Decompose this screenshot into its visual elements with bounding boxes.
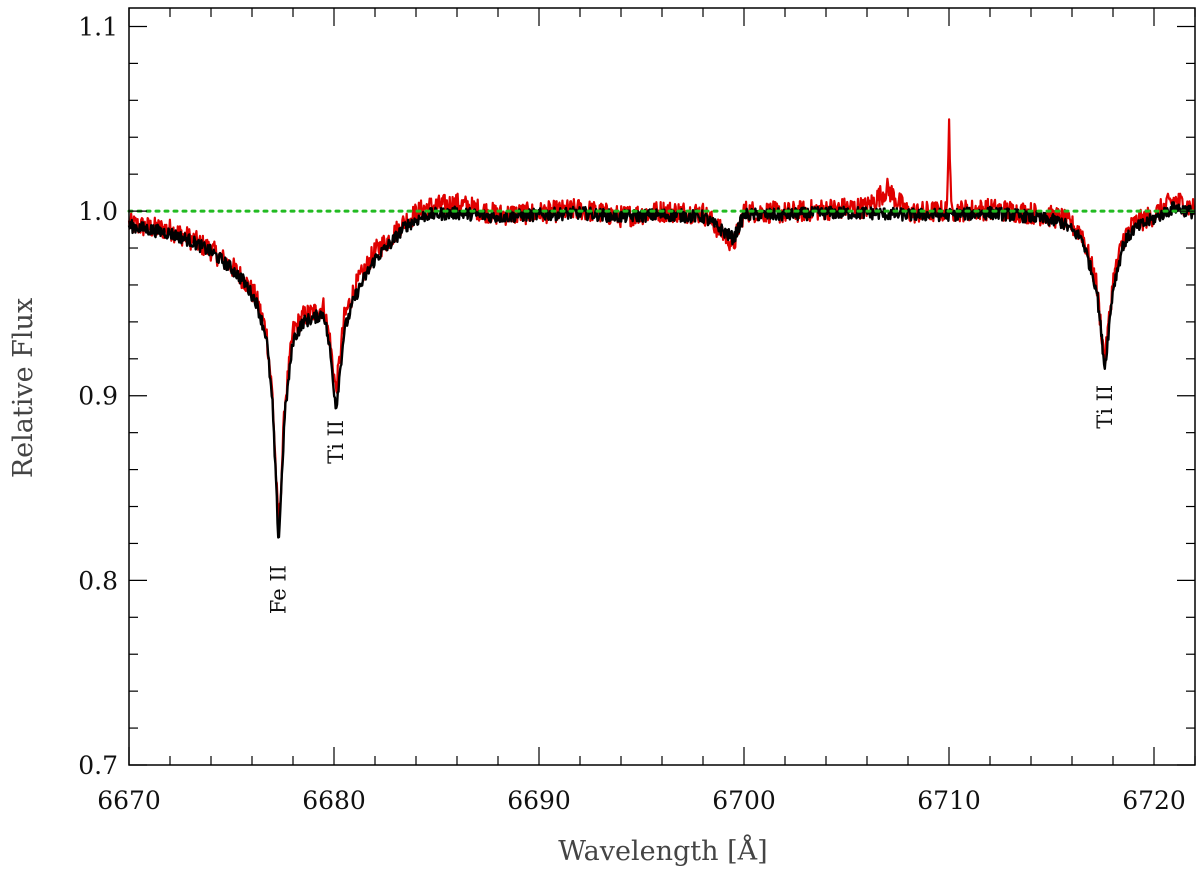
plot-border <box>128 7 1196 766</box>
x-tick-label: 6700 <box>712 786 776 815</box>
plot-frame <box>128 7 1196 766</box>
series-line-1 <box>127 118 1196 532</box>
y-axis-title: Relative Flux <box>8 298 39 478</box>
tick-labels: 6670 6680 6690 6700 6710 6720 0.7 0.8 0.9 1.0 1.1 <box>78 12 1186 815</box>
series-layer <box>127 118 1196 539</box>
x-tick-label: 6710 <box>917 786 981 815</box>
y-tick-label: 0.7 <box>78 751 118 780</box>
series-line-2 <box>127 201 1196 539</box>
x-tick-label: 6680 <box>302 786 366 815</box>
y-tick-label: 1.0 <box>78 197 118 226</box>
line-annotations: Fe II Ti II Ti II <box>267 385 1117 614</box>
line-annotation: Ti II <box>324 420 348 464</box>
x-axis-title: Wavelength [Å] <box>558 834 767 867</box>
y-tick-label: 1.1 <box>78 12 118 41</box>
x-tick-label: 6670 <box>97 786 161 815</box>
tick-marks <box>128 8 1196 766</box>
line-annotation: Ti II <box>1093 385 1117 429</box>
y-tick-label: 0.9 <box>78 382 118 411</box>
y-tick-label: 0.8 <box>78 566 118 595</box>
x-tick-label: 6690 <box>507 786 571 815</box>
line-annotation: Fe II <box>267 565 291 614</box>
x-tick-label: 6720 <box>1122 786 1186 815</box>
